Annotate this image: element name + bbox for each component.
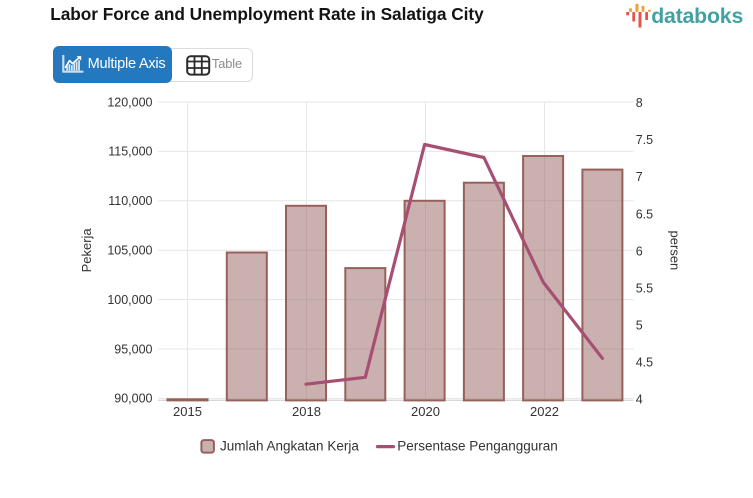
svg-text:5: 5 xyxy=(636,318,643,332)
svg-text:2020: 2020 xyxy=(411,404,440,419)
svg-text:Persentase Pengangguran: Persentase Pengangguran xyxy=(397,439,558,454)
svg-text:90,000: 90,000 xyxy=(114,392,152,406)
svg-text:2018: 2018 xyxy=(292,404,321,419)
svg-text:95,000: 95,000 xyxy=(114,342,152,356)
svg-text:4.5: 4.5 xyxy=(636,356,653,370)
svg-text:4: 4 xyxy=(636,393,643,407)
svg-text:110,000: 110,000 xyxy=(108,194,152,208)
svg-text:5.5: 5.5 xyxy=(636,281,653,295)
svg-text:6: 6 xyxy=(636,244,643,258)
svg-text:105,000: 105,000 xyxy=(107,244,152,258)
svg-text:6.5: 6.5 xyxy=(636,207,653,221)
svg-text:Pekerja: Pekerja xyxy=(79,228,94,273)
svg-text:7.5: 7.5 xyxy=(636,133,653,147)
svg-text:8: 8 xyxy=(636,96,643,110)
svg-text:Jumlah Angkatan Kerja: Jumlah Angkatan Kerja xyxy=(220,439,359,454)
svg-text:databoks: databoks xyxy=(651,4,743,28)
svg-text:2022: 2022 xyxy=(530,404,559,419)
svg-text:115,000: 115,000 xyxy=(108,145,152,159)
svg-text:100,000: 100,000 xyxy=(107,293,152,307)
svg-text:2015: 2015 xyxy=(173,404,202,419)
svg-text:120,000: 120,000 xyxy=(107,95,152,109)
svg-text:7: 7 xyxy=(636,170,643,184)
svg-text:persen: persen xyxy=(668,231,683,271)
